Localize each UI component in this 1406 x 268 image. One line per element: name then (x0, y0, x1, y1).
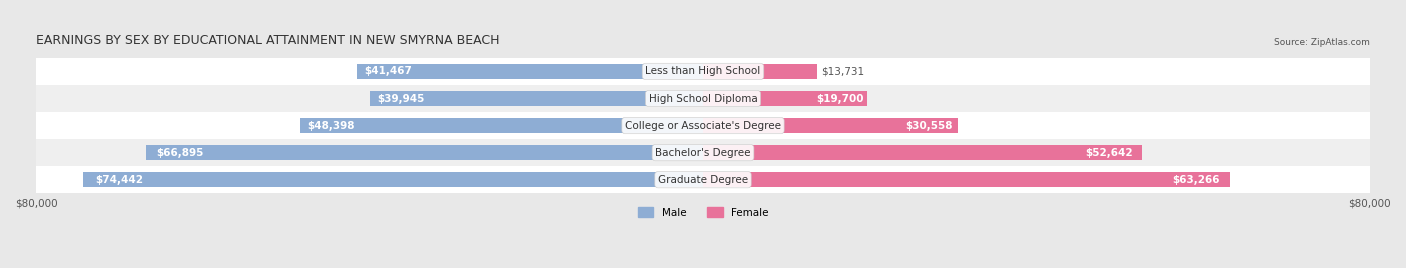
Bar (703, 64, 817, 79)
Bar (37, 85, 1369, 112)
Legend: Male, Female: Male, Female (633, 203, 773, 222)
Text: Graduate Degree: Graduate Degree (658, 175, 748, 185)
Text: $19,700: $19,700 (817, 94, 863, 103)
Text: $74,442: $74,442 (96, 175, 143, 185)
Text: $52,642: $52,642 (1085, 148, 1133, 158)
Bar (703, 118, 957, 133)
Text: Less than High School: Less than High School (645, 66, 761, 76)
Text: Bachelor's Degree: Bachelor's Degree (655, 148, 751, 158)
Bar (703, 91, 868, 106)
Bar (357, 64, 703, 79)
Text: $48,398: $48,398 (308, 121, 356, 131)
Bar (37, 166, 1369, 193)
Bar (37, 139, 1369, 166)
Text: High School Diploma: High School Diploma (648, 94, 758, 103)
Text: $13,731: $13,731 (821, 66, 865, 76)
Text: Source: ZipAtlas.com: Source: ZipAtlas.com (1274, 38, 1369, 47)
Bar (146, 145, 703, 160)
Text: EARNINGS BY SEX BY EDUCATIONAL ATTAINMENT IN NEW SMYRNA BEACH: EARNINGS BY SEX BY EDUCATIONAL ATTAINMEN… (37, 34, 499, 47)
Bar (37, 58, 1369, 85)
Text: $66,895: $66,895 (156, 148, 204, 158)
Bar (37, 139, 1369, 166)
Text: $39,945: $39,945 (377, 94, 425, 103)
Bar (83, 172, 703, 187)
Bar (37, 58, 1369, 85)
Bar (299, 118, 703, 133)
Bar (37, 112, 1369, 139)
Text: $63,266: $63,266 (1173, 175, 1219, 185)
Text: $30,558: $30,558 (905, 121, 952, 131)
Bar (703, 145, 1142, 160)
Bar (37, 85, 1369, 112)
Bar (370, 91, 703, 106)
Bar (37, 112, 1369, 139)
Text: $41,467: $41,467 (364, 66, 412, 76)
Text: College or Associate's Degree: College or Associate's Degree (626, 121, 780, 131)
Bar (703, 172, 1230, 187)
Bar (37, 166, 1369, 193)
